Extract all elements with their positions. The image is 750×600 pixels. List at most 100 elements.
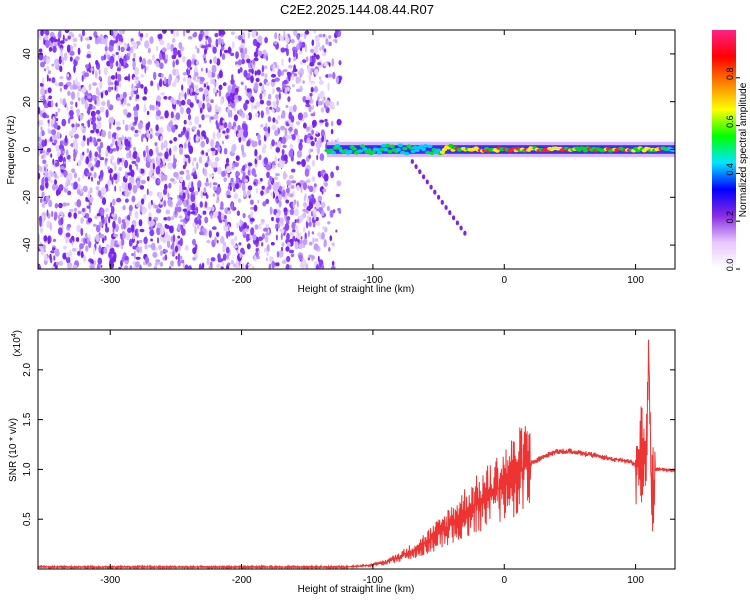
noise-speckle: [117, 73, 122, 82]
noise-speckle: [207, 148, 211, 152]
noise-speckle: [250, 206, 254, 210]
secondary-trace-blob: [410, 159, 414, 164]
noise-speckle: [260, 124, 264, 128]
noise-speckle: [126, 227, 132, 233]
carrier-blob: [381, 143, 387, 148]
noise-speckle: [221, 38, 224, 46]
noise-speckle: [85, 37, 90, 41]
noise-speckle: [259, 93, 263, 100]
noise-speckle: [95, 234, 100, 242]
noise-speckle: [169, 265, 172, 269]
noise-speckle: [44, 166, 47, 172]
noise-speckle: [157, 179, 161, 184]
noise-speckle: [233, 245, 238, 249]
noise-speckle: [228, 182, 232, 186]
noise-speckle: [216, 199, 219, 204]
noise-speckle: [254, 70, 258, 76]
noise-speckle: [144, 40, 150, 49]
noise-speckle: [254, 82, 259, 91]
noise-speckle: [85, 156, 90, 165]
noise-speckle: [106, 99, 110, 108]
noise-speckle: [205, 137, 209, 145]
noise-speckle: [243, 69, 248, 78]
noise-speckle: [148, 244, 152, 248]
noise-speckle: [42, 215, 45, 224]
noise-speckle: [281, 58, 284, 67]
noise-speckle: [263, 126, 268, 132]
x-tick-label: 100: [627, 575, 644, 586]
noise-speckle: [187, 210, 191, 216]
snr-x-axis-label: Height of straight line (km): [298, 584, 415, 595]
noise-speckle: [324, 121, 329, 128]
noise-speckle: [212, 186, 217, 191]
noise-speckle: [299, 143, 303, 152]
noise-speckle: [39, 82, 44, 87]
noise-speckle: [211, 64, 217, 74]
noise-speckle: [71, 123, 75, 128]
noise-speckle: [338, 210, 342, 214]
noise-speckle: [77, 177, 81, 182]
carrier-blob: [412, 145, 418, 150]
noise-speckle: [112, 198, 116, 206]
noise-speckle: [309, 61, 315, 67]
noise-speckle: [38, 48, 43, 53]
noise-speckle: [119, 240, 122, 246]
noise-speckle: [164, 142, 167, 146]
noise-speckle: [47, 70, 52, 75]
noise-speckle: [151, 175, 156, 180]
noise-speckle: [210, 257, 216, 262]
noise-speckle: [126, 214, 131, 222]
noise-speckle: [91, 94, 97, 101]
x-tick-label: -100: [363, 575, 383, 586]
carrier-blob: [370, 150, 376, 154]
noise-speckle: [185, 173, 191, 181]
noise-speckle: [241, 183, 246, 192]
colorbar-tick-label: 0.2: [725, 211, 735, 224]
noise-speckle: [247, 32, 251, 39]
noise-speckle: [152, 163, 155, 170]
noise-speckle: [43, 68, 47, 72]
noise-speckle: [298, 243, 303, 249]
x-tick-label: -300: [100, 275, 120, 286]
noise-speckle: [154, 204, 159, 209]
noise-speckle: [114, 85, 117, 91]
secondary-trace-blob: [444, 205, 448, 210]
noise-speckle: [68, 159, 71, 163]
noise-speckle: [206, 206, 212, 211]
noise-speckle: [60, 148, 63, 156]
noise-speckle: [66, 73, 70, 78]
noise-speckle: [111, 162, 117, 167]
noise-speckle: [99, 131, 102, 137]
noise-speckle: [133, 106, 137, 112]
noise-speckle: [185, 30, 191, 33]
noise-speckle: [272, 117, 276, 123]
noise-speckle: [317, 195, 323, 202]
noise-speckle: [144, 256, 150, 264]
noise-speckle: [264, 73, 268, 79]
noise-speckle: [139, 245, 143, 254]
noise-speckle: [97, 114, 101, 119]
noise-speckle: [150, 242, 156, 251]
noise-speckle: [251, 265, 255, 269]
noise-speckle: [255, 112, 259, 118]
noise-speckle: [284, 87, 288, 96]
noise-speckle: [68, 130, 74, 137]
noise-speckle: [83, 72, 90, 78]
noise-speckle: [94, 151, 99, 158]
noise-speckle: [75, 101, 78, 108]
carrier-blob: [337, 146, 343, 150]
noise-speckle: [308, 254, 313, 258]
noise-speckle: [123, 265, 129, 269]
noise-speckle: [161, 47, 167, 53]
noise-speckle: [306, 126, 310, 131]
noise-speckle: [199, 201, 203, 208]
noise-speckle: [245, 233, 250, 242]
noise-speckle: [73, 65, 76, 73]
noise-speckle: [115, 244, 120, 248]
noise-speckle: [166, 42, 171, 50]
noise-speckle: [98, 68, 101, 76]
noise-speckle: [221, 140, 225, 145]
noise-speckle: [44, 200, 47, 204]
noise-speckle: [87, 190, 91, 200]
noise-speckle: [140, 179, 146, 185]
